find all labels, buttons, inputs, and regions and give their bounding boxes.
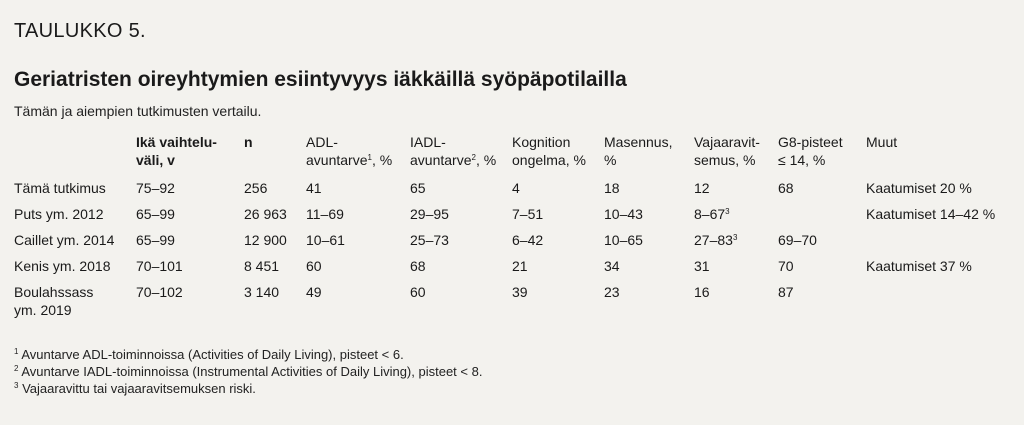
table-cell: 31: [694, 258, 710, 274]
table-cell: 87: [778, 284, 794, 300]
column-header: Muut: [866, 134, 898, 150]
footnote: 1 Avuntarve ADL-toiminnoissa (Activities…: [14, 347, 404, 362]
column-header: [14, 133, 136, 179]
table-cell: 3 140: [244, 284, 280, 300]
table-cell: 4: [512, 180, 520, 196]
table-cell: 75–92: [136, 180, 175, 196]
column-header: G8-pisteet ≤ 14, %: [778, 134, 843, 168]
table-cell: 49: [306, 284, 322, 300]
column-header: Ikä vaihtelu-väli, v: [136, 134, 217, 168]
table-label: TAULUKKO 5.: [14, 20, 146, 42]
table-cell: 7–51: [512, 206, 544, 222]
table-row: Boulahssass ym. 2019 70–102 3 140 49 60 39 23 16…: [14, 283, 1010, 327]
comparison-table: Ikä vaihtelu-väli, v n ADL-avuntarve1, % IA…: [14, 133, 1010, 327]
footnote: 2 Avuntarve IADL-toiminnoissa (Instrumen…: [14, 364, 483, 379]
table-cell: 70: [778, 258, 794, 274]
table-cell: 41: [306, 180, 322, 196]
table-cell: Kaatumiset 20 %: [866, 180, 972, 196]
row-study-cell: Kenis ym. 2018: [14, 258, 111, 274]
column-header: IADL-avuntarve2, %: [410, 134, 497, 168]
table-cell: 25–73: [410, 232, 449, 248]
footnote-ref: 1: [367, 153, 372, 162]
table-cell: 68: [778, 180, 794, 196]
table-cell: 10–43: [604, 206, 643, 222]
footnotes: 1 Avuntarve ADL-toiminnoissa (Activities…: [14, 346, 482, 397]
row-study-cell: Tämä tutkimus: [14, 180, 106, 196]
table-cell: [866, 283, 1010, 327]
footnote: 3 Vajaaravittu tai vajaaravitsemuksen ri…: [14, 381, 256, 396]
row-study-cell: Caillet ym. 2014: [14, 232, 115, 248]
table-cell: 70–101: [136, 258, 183, 274]
table-cell: 8–673: [694, 206, 730, 222]
table-cell: 16: [694, 284, 710, 300]
table-cell: 10–65: [604, 232, 643, 248]
header-row: Ikä vaihtelu-väli, v n ADL-avuntarve1, % IA…: [14, 133, 1010, 179]
table-cell: 12 900: [244, 232, 287, 248]
table-cell: 65: [410, 180, 426, 196]
table-body: Tämä tutkimus 75–92 256 41 65 4 18 12 68 Kaatumis…: [14, 179, 1010, 327]
table-cell: [866, 231, 1010, 257]
column-header: ADL-avuntarve1, %: [306, 134, 393, 168]
table-cell: 34: [604, 258, 620, 274]
footnote-ref: 3: [725, 207, 730, 216]
footnote-ref: 3: [732, 233, 738, 242]
table-cell: 26 963: [244, 206, 287, 222]
column-header: Vajaaravit-semus, %: [694, 134, 760, 168]
table-row: Kenis ym. 2018 70–101 8 451 60 68 21 34 31 70 Kaa…: [14, 257, 1010, 283]
table-cell: 11–69: [306, 206, 344, 222]
table-cell: 18: [604, 180, 620, 196]
column-header: n: [244, 134, 253, 150]
table-cell: 21: [512, 258, 528, 274]
table-cell: 65–99: [136, 206, 175, 222]
table-cell: 29–95: [410, 206, 449, 222]
table-title: Geriatristen oireyhtymien esiintyvyys iä…: [14, 68, 627, 91]
table-cell: [778, 205, 866, 231]
table-cell: 39: [512, 284, 528, 300]
column-header: Kognition ongelma, %: [512, 134, 586, 168]
table-cell: 60: [306, 258, 322, 274]
table-cell: 27–833: [694, 232, 738, 248]
footnote-number: 1: [14, 347, 19, 356]
table-subtitle: Tämän ja aiempien tutkimusten vertailu.: [14, 103, 262, 119]
table-cell: 10–61: [306, 232, 345, 248]
table-cell: 12: [694, 180, 710, 196]
table-cell: 23: [604, 284, 620, 300]
footnote-number: 2: [14, 364, 19, 373]
row-study-cell: Boulahssass ym. 2019: [14, 284, 94, 318]
table-cell: Kaatumiset 14–42 %: [866, 206, 996, 222]
footnote-number: 3: [14, 381, 19, 390]
table-cell: 70–102: [136, 284, 183, 300]
table-cell: Kaatumiset 37 %: [866, 258, 972, 274]
column-header: Masennus,%: [604, 134, 673, 168]
table-cell: 6–42: [512, 232, 544, 248]
row-study-cell: Puts ym. 2012: [14, 206, 104, 222]
table-cell: 60: [410, 284, 426, 300]
table-cell: 68: [410, 258, 426, 274]
table-row: Puts ym. 2012 65–99 26 963 11–69 29–95 7–51 10…: [14, 205, 1010, 231]
table-cell: 256: [244, 180, 268, 196]
table-row: Tämä tutkimus 75–92 256 41 65 4 18 12 68 Kaatumis…: [14, 179, 1010, 205]
table-cell: 65–99: [136, 232, 175, 248]
table-row: Caillet ym. 2014 65–99 12 900 10–61 25–73 6–4…: [14, 231, 1010, 257]
table-cell: 8 451: [244, 258, 280, 274]
footnote-ref: 2: [471, 153, 476, 162]
table-cell: 69–70: [778, 232, 817, 248]
